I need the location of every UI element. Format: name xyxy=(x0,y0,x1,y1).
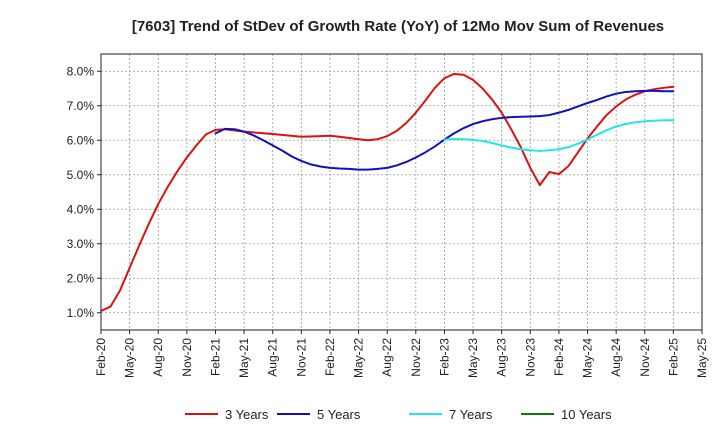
x-tick-label: Nov-23 xyxy=(523,338,537,377)
x-tick-label: Aug-24 xyxy=(609,338,623,377)
legend-label: 5 Years xyxy=(317,407,361,422)
legend-label: 7 Years xyxy=(449,407,493,422)
x-tick-label: Feb-21 xyxy=(208,338,222,376)
series-lines xyxy=(100,73,675,313)
y-tick-label: 8.0% xyxy=(67,64,95,78)
x-tick-label: May-24 xyxy=(581,338,595,378)
legend-label: 3 Years xyxy=(225,407,269,422)
series-line-3-years xyxy=(100,73,675,313)
y-tick-label: 4.0% xyxy=(67,202,95,216)
y-tick-label: 1.0% xyxy=(67,306,95,320)
chart-title: [7603] Trend of StDev of Growth Rate (Yo… xyxy=(132,18,664,35)
x-tick-label: Aug-23 xyxy=(495,338,509,377)
legend-item-5-years: 5 Years xyxy=(277,407,361,422)
x-tick-label: May-20 xyxy=(123,338,137,378)
y-tick-label: 7.0% xyxy=(67,99,95,113)
x-tick-label: May-25 xyxy=(695,338,709,378)
legend-item-7-years: 7 Years xyxy=(409,407,493,422)
x-tick-label: Aug-22 xyxy=(380,338,394,377)
legend-item-10-years: 10 Years xyxy=(521,407,612,422)
x-tick-label: Feb-22 xyxy=(323,338,337,376)
x-axis-ticks: Feb-20 May-20 Aug-20 Nov-20 Feb-21 May-21 Aug-… xyxy=(94,330,709,378)
x-tick-label: Aug-21 xyxy=(266,338,280,377)
x-tick-label: May-23 xyxy=(466,338,480,378)
x-tick-label: Nov-21 xyxy=(294,338,308,377)
x-tick-label: Nov-22 xyxy=(409,338,423,377)
legend-item-3-years: 3 Years xyxy=(185,407,269,422)
series-line-7-years xyxy=(443,119,675,152)
x-tick-label: Feb-23 xyxy=(437,338,451,376)
y-tick-label: 6.0% xyxy=(67,133,95,147)
x-tick-label: May-22 xyxy=(352,338,366,378)
legend-label: 10 Years xyxy=(561,407,612,422)
x-tick-label: Nov-24 xyxy=(638,338,652,377)
y-axis-ticks: 1.0% 2.0% 3.0% 4.0% 5.0% 6.0% 7.0% 8.0% xyxy=(67,64,101,320)
y-tick-label: 2.0% xyxy=(67,271,95,285)
x-tick-label: May-21 xyxy=(237,338,251,378)
x-tick-label: Feb-20 xyxy=(94,338,108,376)
x-tick-label: Aug-20 xyxy=(151,338,165,377)
x-tick-label: Feb-25 xyxy=(666,338,680,376)
legend: 3 Years 5 Years 7 Years 10 Years xyxy=(185,407,612,422)
x-tick-label: Nov-20 xyxy=(180,338,194,377)
x-tick-label: Feb-24 xyxy=(552,338,566,376)
y-tick-label: 3.0% xyxy=(67,237,95,251)
plot-frame xyxy=(100,53,703,331)
y-tick-label: 5.0% xyxy=(67,168,95,182)
